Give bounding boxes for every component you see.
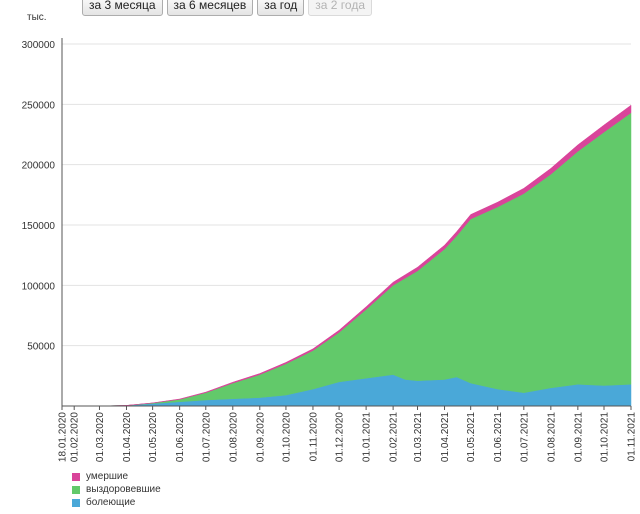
legend-label-active: болеющие — [86, 497, 136, 508]
legend-label-deaths: умершие — [86, 471, 129, 482]
x-tick-label: 01.10.2021 — [600, 412, 611, 462]
y-tick-label: 50000 — [27, 342, 55, 353]
legend-item-recovered: выздоровевшие — [72, 483, 161, 496]
range-2-years-button: за 2 года — [308, 0, 372, 16]
x-tick-label: 01.02.2021 — [389, 412, 400, 462]
x-tick-label: 01.03.2021 — [413, 412, 424, 462]
x-tick-label: 01.06.2020 — [175, 412, 186, 462]
y-tick-label: 100000 — [22, 281, 56, 292]
x-tick-label: 01.11.2021 — [627, 412, 638, 462]
y-axis-label: тыс. — [27, 12, 47, 23]
area-deaths — [62, 104, 632, 407]
x-tick-label: 01.01.2021 — [362, 412, 373, 462]
y-tick-labels: 50000 100000 150000 200000 250000 300000 — [22, 40, 56, 353]
range-6-months-button[interactable]: за 6 месяцев — [166, 0, 254, 16]
x-tick-label: 01.02.2020 — [70, 412, 81, 462]
active-swatch — [72, 498, 80, 507]
x-tick-label: 01.10.2020 — [281, 412, 292, 462]
x-tick-labels: 18.01.2020 01.02.2020 01.03.2020 01.04.2020… — [58, 406, 638, 462]
x-tick-label: 18.01.2020 — [58, 412, 69, 462]
deaths-swatch — [72, 472, 80, 481]
x-tick-label: 01.04.2020 — [122, 412, 133, 462]
x-tick-label: 01.07.2020 — [201, 412, 212, 462]
x-tick-label: 01.09.2020 — [255, 412, 266, 462]
x-tick-label: 01.09.2021 — [573, 412, 584, 462]
x-tick-label: 01.05.2021 — [466, 412, 477, 462]
y-tick-label: 300000 — [22, 40, 56, 51]
y-tick-label: 200000 — [22, 161, 56, 172]
legend-item-active: болеющие — [72, 496, 161, 509]
y-tick-label: 150000 — [22, 221, 56, 232]
x-tick-label: 01.12.2020 — [335, 412, 346, 462]
legend: умершие выздоровевшие болеющие — [72, 470, 161, 509]
x-tick-label: 01.08.2021 — [546, 412, 557, 462]
x-tick-label: 01.08.2020 — [228, 412, 239, 462]
legend-label-recovered: выздоровевшие — [86, 484, 161, 495]
x-tick-label: 01.06.2021 — [493, 412, 504, 462]
x-tick-label: 01.04.2021 — [440, 412, 451, 462]
y-tick-label: 250000 — [22, 100, 56, 111]
area-series — [62, 104, 632, 407]
range-toolbar: за 3 месяца за 6 месяцев за год за 2 год… — [82, 0, 372, 16]
x-tick-label: 01.11.2020 — [309, 412, 320, 462]
legend-item-deaths: умершие — [72, 470, 161, 483]
recovered-swatch — [72, 485, 80, 494]
x-tick-label: 01.07.2021 — [519, 412, 530, 462]
x-tick-label: 01.03.2020 — [95, 412, 106, 462]
range-1-year-button[interactable]: за год — [257, 0, 305, 16]
x-tick-label: 01.05.2020 — [148, 412, 159, 462]
axes — [61, 38, 631, 407]
range-3-months-button[interactable]: за 3 месяца — [82, 0, 163, 16]
area-recovered — [62, 112, 632, 407]
